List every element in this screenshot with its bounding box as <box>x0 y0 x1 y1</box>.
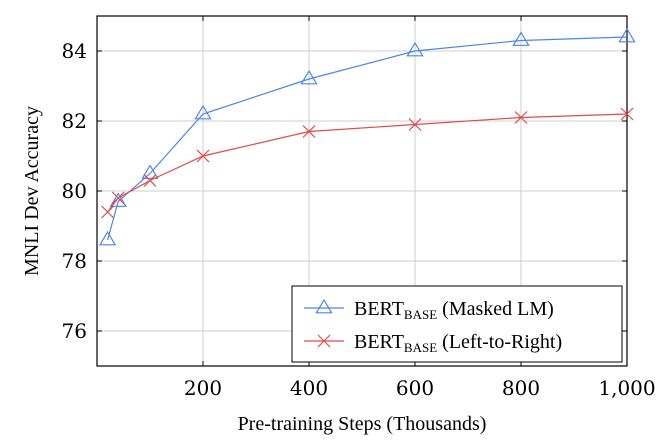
data-point-triangle <box>300 69 318 85</box>
legend-label-main: BERT <box>354 331 404 353</box>
x-tick-label: 600 <box>396 376 434 400</box>
legend-label-subscript: BASE <box>404 340 437 355</box>
data-point-triangle <box>141 164 159 179</box>
x-tick-label: 800 <box>502 376 540 400</box>
series-1 <box>98 27 636 246</box>
data-point-cross <box>101 205 115 219</box>
legend-label: BERTBASE (Masked LM) <box>354 298 554 322</box>
series-2 <box>101 107 634 219</box>
y-axis-label: MNLI Dev Accuracy <box>21 106 43 276</box>
x-tick-label: 1,000 <box>598 376 655 400</box>
data-point-triangle <box>194 104 212 120</box>
legend-box <box>291 285 623 363</box>
data-point-cross <box>196 149 210 163</box>
data-point-cross <box>111 191 125 205</box>
data-point-cross <box>514 111 528 124</box>
legend-label-suffix: (Masked LM) <box>437 298 554 320</box>
y-tick-label: 80 <box>62 179 87 203</box>
legend-item: BERTBASE (Masked LM) <box>304 298 554 322</box>
x-axis-label: Pre-training Steps (Thousands) <box>238 413 487 435</box>
x-tick-label: 400 <box>290 376 328 400</box>
legend: BERTBASE (Masked LM)BERTBASE (Left-to-Ri… <box>291 285 623 363</box>
y-tick-label: 82 <box>62 109 87 133</box>
data-point-triangle <box>109 192 127 207</box>
data-point-cross <box>317 334 331 348</box>
data-point-triangle <box>512 31 530 46</box>
legend-item: BERTBASE (Left-to-Right) <box>304 331 562 355</box>
data-point-cross <box>620 107 634 121</box>
tick-labels: 200 400 600 800 1,000 76 78 80 82 84 <box>62 16 656 400</box>
data-point-triangle <box>406 41 424 57</box>
series-layer <box>98 27 636 246</box>
legend-label: BERTBASE (Left-to-Right) <box>354 331 562 355</box>
y-tick-label: 84 <box>62 39 87 63</box>
legend-label-subscript: BASE <box>404 307 437 322</box>
y-tick-label: 76 <box>62 319 87 343</box>
x-tick-label: 200 <box>184 376 222 400</box>
data-point-cross <box>408 118 422 131</box>
legend-label-suffix: (Left-to-Right) <box>437 331 562 353</box>
series-line <box>107 113 628 213</box>
data-point-triangle <box>315 298 333 314</box>
data-point-triangle <box>618 27 636 43</box>
y-tick-label: 78 <box>62 249 87 273</box>
data-point-triangle <box>98 230 117 246</box>
data-point-cross <box>143 174 157 187</box>
legend-label-main: BERT <box>354 298 404 320</box>
series-line <box>107 36 628 241</box>
data-point-cross <box>302 125 316 138</box>
